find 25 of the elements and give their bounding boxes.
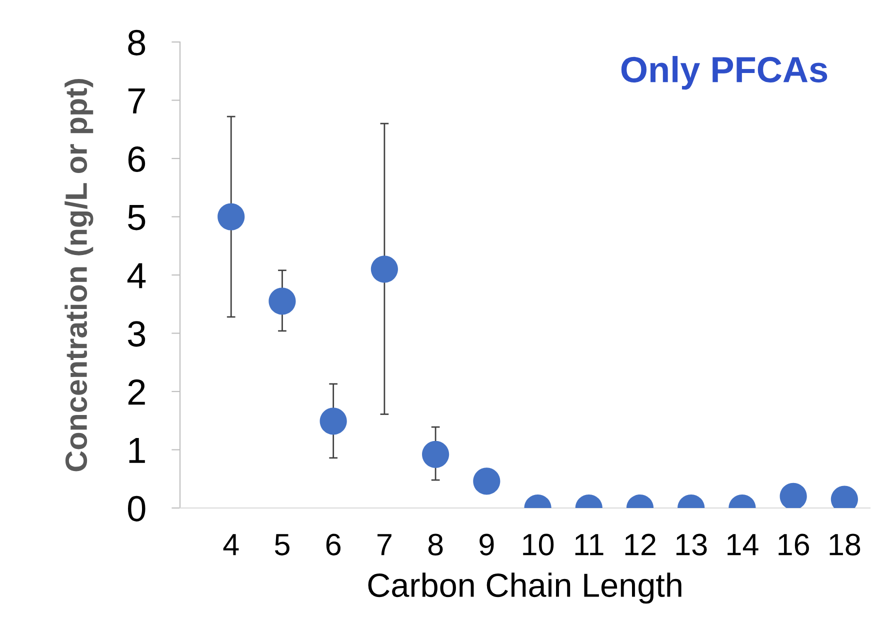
x-tick-label: 12	[625, 534, 656, 556]
chart-title: Only PFCAs	[621, 56, 828, 90]
x-tick-label: 11	[575, 534, 604, 556]
x-tick-label: 18	[830, 534, 860, 556]
y-tick-label: 0	[128, 496, 146, 522]
x-tick-label: 13	[676, 534, 707, 556]
y-tick-label: 4	[127, 263, 146, 288]
x-tick-label: 6	[326, 534, 340, 556]
y-tick-label: 1	[129, 438, 145, 463]
x-axis-title: Carbon Chain Length	[368, 572, 682, 604]
y-tick-label: 6	[128, 146, 146, 172]
y-tick-label: 5	[128, 204, 146, 230]
y-tick-label: 8	[128, 30, 146, 56]
x-tick-label: 5	[274, 534, 290, 556]
x-tick-label: 7	[378, 534, 392, 556]
x-tick-label: 10	[523, 534, 554, 556]
x-tick-label: 14	[728, 534, 758, 556]
x-tick-label: 16	[778, 534, 809, 556]
y-tick-label: 3	[128, 321, 146, 347]
x-tick-label: 9	[480, 534, 494, 556]
y-tick-label: 2	[128, 379, 145, 405]
x-tick-label: 4	[223, 534, 239, 556]
y-tick-label: 7	[128, 88, 145, 114]
x-tick-label: 8	[428, 534, 443, 556]
y-axis-title: Concentration (ng/L or ppt)	[64, 79, 94, 472]
